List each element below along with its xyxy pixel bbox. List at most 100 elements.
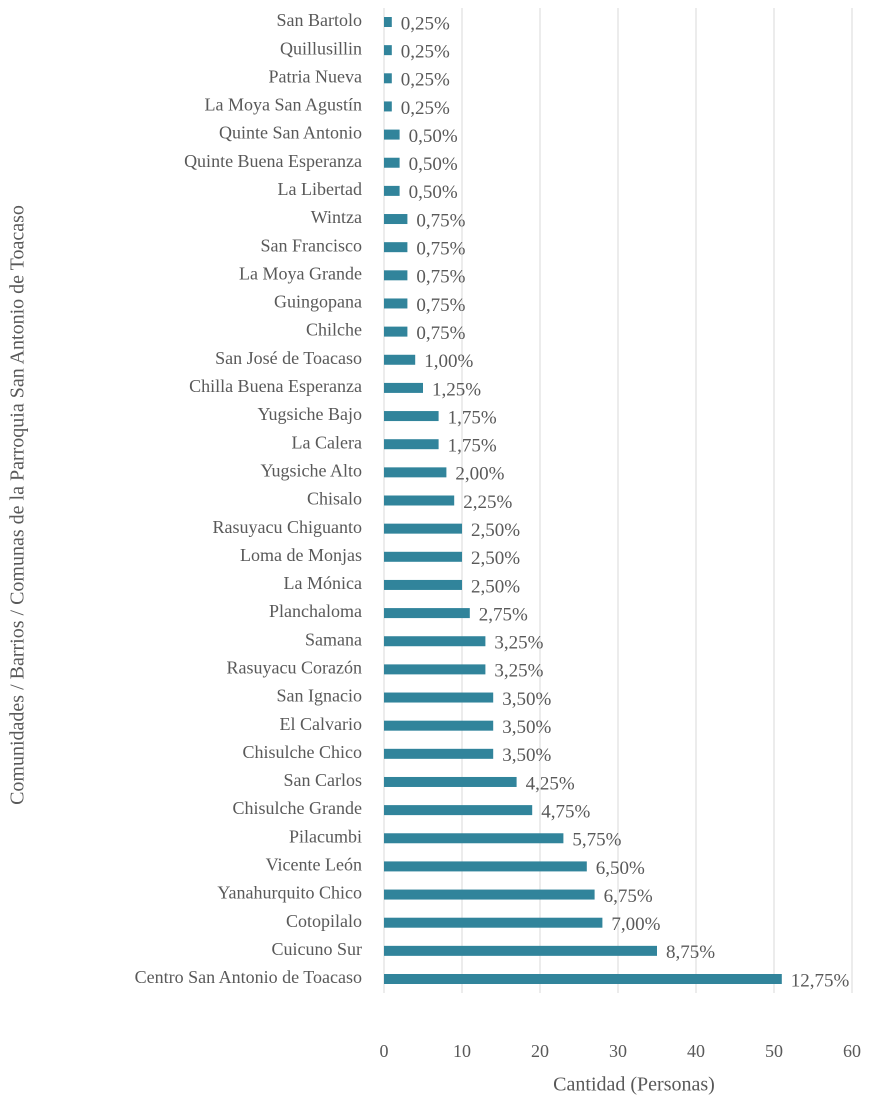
data-label: 1,75% [448,407,497,428]
bar [384,326,408,337]
data-label: 3,50% [502,717,551,738]
data-label: 0,75% [416,323,465,344]
data-label: 4,75% [541,801,590,822]
bar [384,185,400,196]
y-tick-label: La Calera [292,432,362,452]
bar [384,129,400,140]
data-label: 0,50% [409,154,458,175]
bar [384,974,782,984]
y-tick-label: Chilche [306,320,362,340]
y-tick-label: Centro San Antonio de Toacaso [135,967,362,987]
data-label: 2,25% [463,492,512,513]
y-tick-label: Wintza [311,207,362,227]
bar [384,242,408,253]
bar [384,776,517,787]
bar [384,551,462,562]
y-tick-label: San Carlos [284,770,363,790]
y-tick-label: Loma de Monjas [240,545,362,565]
bar [384,748,494,759]
y-axis-title: Comunidades / Barrios / Comunas de la Pa… [7,205,29,805]
data-label: 0,75% [416,239,465,260]
x-tick-label: 50 [765,1041,783,1061]
y-tick-label: Rasuyacu Chiguanto [213,517,362,537]
bar [384,889,595,900]
data-label: 0,75% [416,295,465,316]
y-tick-label: La Moya San Agustín [205,95,363,115]
data-label: 0,50% [409,126,458,147]
y-tick-label: Patria Nueva [269,66,362,86]
y-tick-label: Vicente León [266,855,362,875]
y-tick-label: Rasuyacu Corazón [227,658,362,678]
y-tick-label: San Ignacio [277,686,362,706]
data-label: 3,25% [494,661,543,682]
data-label: 0,25% [401,98,450,119]
y-tick-label: Quinte Buena Esperanza [184,151,362,171]
x-tick-label: 10 [453,1041,471,1061]
data-label: 3,50% [502,745,551,766]
data-label: 2,00% [455,464,504,485]
bar [384,579,462,590]
bar [384,214,408,225]
x-tick-label: 60 [843,1041,861,1061]
y-tick-label: Guingopana [274,292,362,312]
bar [384,270,408,281]
y-tick-label: Cotopilalo [286,911,362,931]
y-tick-label: Chilla Buena Esperanza [189,376,362,396]
y-tick-label: San José de Toacaso [215,348,362,368]
data-label: 0,50% [409,182,458,203]
bar [384,45,392,56]
bar [384,636,486,647]
x-tick-label: 0 [380,1041,389,1061]
data-label: 0,75% [416,210,465,231]
bar [384,411,439,422]
data-label: 1,25% [432,379,481,400]
x-tick-label: 20 [531,1041,549,1061]
bar [384,17,392,27]
data-label: 3,25% [494,633,543,654]
data-label: 0,75% [416,267,465,288]
y-tick-label: Planchaloma [269,601,362,621]
y-tick-label: La Libertad [278,179,362,199]
data-label: 3,50% [502,689,551,710]
y-tick-label: Pilacumbi [289,826,362,846]
data-label: 4,25% [526,773,575,794]
y-tick-label: Chisulche Chico [243,742,363,762]
bar [384,692,494,703]
x-axis-title: Cantidad (Personas) [553,1074,715,1096]
bar [384,73,392,84]
y-tick-label: Samana [305,629,362,649]
y-tick-label: Quinte San Antonio [219,123,362,143]
bar [384,917,603,928]
data-label: 2,50% [471,576,520,597]
y-tick-label: Yugsiche Bajo [258,404,362,424]
bar [384,467,447,478]
data-label: 2,50% [471,548,520,569]
y-tick-label: La Moya Grande [239,263,362,283]
data-label: 2,75% [479,604,528,625]
bar [384,495,455,506]
data-label: 0,25% [401,13,450,34]
y-tick-label: La Mónica [284,573,362,593]
bar [384,298,408,309]
data-label: 0,25% [401,42,450,63]
data-label: 7,00% [611,914,660,935]
data-label: 6,75% [604,886,653,907]
bar [384,101,392,112]
data-label: 8,75% [666,942,715,963]
y-tick-label: Chisulche Grande [233,798,362,818]
data-label: 5,75% [572,830,621,851]
y-tick-label: Yanahurquito Chico [217,883,362,903]
y-tick-label: Yugsiche Alto [261,460,363,480]
y-tick-label: Cuicuno Sur [271,939,362,959]
y-tick-label: San Bartolo [277,10,363,30]
bar [384,608,470,619]
x-tick-label: 40 [687,1041,705,1061]
bar [384,945,657,956]
data-label: 2,50% [471,520,520,541]
y-tick-label: El Calvario [280,714,362,734]
y-tick-label: San Francisco [261,235,362,255]
bar [384,382,423,393]
bar [384,354,416,365]
data-label: 1,00% [424,351,473,372]
bar [384,439,439,450]
